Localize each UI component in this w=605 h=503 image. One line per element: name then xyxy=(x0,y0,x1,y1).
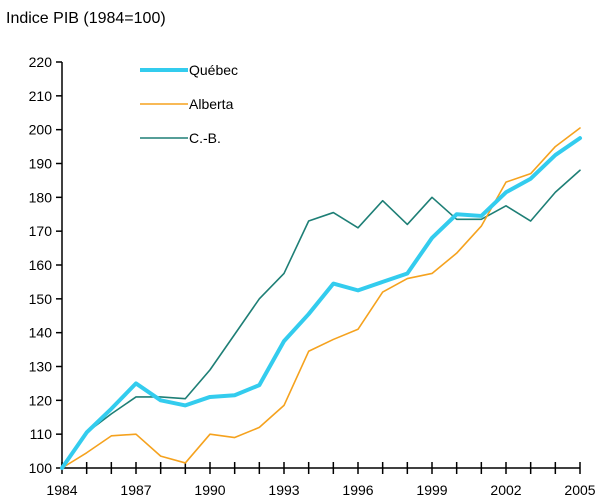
y-tick-label: 130 xyxy=(29,359,53,375)
x-tick-label: 1987 xyxy=(120,482,151,498)
y-tick-label: 170 xyxy=(29,223,53,239)
legend-label-1: Alberta xyxy=(189,96,234,112)
y-tick-label: 100 xyxy=(29,460,53,476)
x-tick-label: 1990 xyxy=(194,482,225,498)
x-tick-label: 1984 xyxy=(46,482,77,498)
x-tick-label: 1999 xyxy=(416,482,447,498)
y-tick-label: 160 xyxy=(29,257,53,273)
y-tick-label: 190 xyxy=(29,156,53,172)
y-tick-label: 140 xyxy=(29,325,53,341)
y-tick-label: 220 xyxy=(29,54,53,70)
legend: Québec Alberta C.-B. xyxy=(140,62,238,146)
series-line-2 xyxy=(61,169,581,469)
y-tick-label: 110 xyxy=(30,426,53,442)
y-tick-label: 150 xyxy=(29,291,53,307)
x-tick-label: 2002 xyxy=(490,482,521,498)
series-line-0 xyxy=(60,136,582,470)
axes: 100 110 120 130 140 150 160 170 180 190 200 210 220 1… xyxy=(29,54,596,498)
y-tick-label: 180 xyxy=(29,189,53,205)
y-tick-label: 210 xyxy=(29,88,53,104)
y-tick-label: 200 xyxy=(29,122,53,138)
chart-title: Indice PIB (1984=100) xyxy=(6,10,166,27)
legend-label-0: Québec xyxy=(189,62,238,78)
x-tick-label: 2005 xyxy=(564,482,595,498)
series-layer xyxy=(60,127,582,470)
x-tick-label: 1993 xyxy=(268,482,299,498)
legend-label-2: C.-B. xyxy=(189,130,221,146)
y-tick-label: 120 xyxy=(29,392,53,408)
x-tick-label: 1996 xyxy=(342,482,373,498)
